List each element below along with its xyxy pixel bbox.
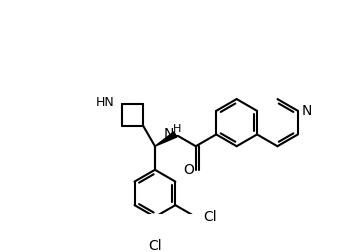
- Text: Cl: Cl: [203, 210, 217, 224]
- Text: H: H: [173, 124, 181, 134]
- Text: O: O: [184, 163, 195, 177]
- Polygon shape: [155, 132, 177, 146]
- Text: Cl: Cl: [148, 239, 162, 252]
- Text: HN: HN: [96, 96, 115, 109]
- Text: N: N: [302, 104, 313, 118]
- Text: N: N: [163, 127, 174, 141]
